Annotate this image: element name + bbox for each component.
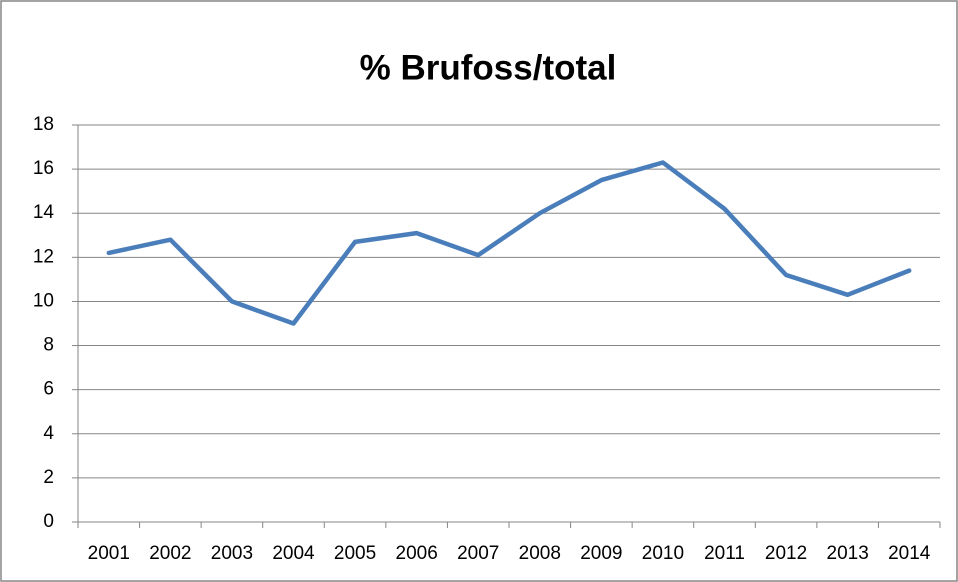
y-tick-label: 8 <box>43 335 54 356</box>
x-tick-label: 2007 <box>457 543 499 564</box>
x-tick-label: 2009 <box>580 543 622 564</box>
y-tick-label: 16 <box>33 158 54 179</box>
y-tick-label: 0 <box>43 511 54 532</box>
y-tick-label: 2 <box>43 467 54 488</box>
y-tick-label: 12 <box>33 246 54 267</box>
x-tick-label: 2005 <box>334 543 376 564</box>
x-tick-label: 2004 <box>272 543 315 564</box>
y-tick-label: 14 <box>33 202 55 223</box>
y-tick-label: 18 <box>33 114 54 135</box>
x-tick-label: 2008 <box>519 543 561 564</box>
x-tick-label: 2014 <box>888 543 931 564</box>
x-tick-label: 2013 <box>827 543 869 564</box>
x-tick-label: 2002 <box>149 543 191 564</box>
x-tick-label: 2006 <box>396 543 438 564</box>
x-tick-label: 2011 <box>704 543 745 564</box>
data-line <box>106 160 912 326</box>
x-tick-label: 2012 <box>765 543 807 564</box>
x-tick-label: 2001 <box>88 543 130 564</box>
x-tick-label: 2003 <box>211 543 253 564</box>
y-tick-label: 4 <box>43 423 54 444</box>
y-tick-label: 10 <box>33 290 54 311</box>
y-tick-label: 6 <box>43 379 54 400</box>
chart-title: % Brufoss/total <box>360 48 617 87</box>
x-tick-label: 2010 <box>642 543 684 564</box>
